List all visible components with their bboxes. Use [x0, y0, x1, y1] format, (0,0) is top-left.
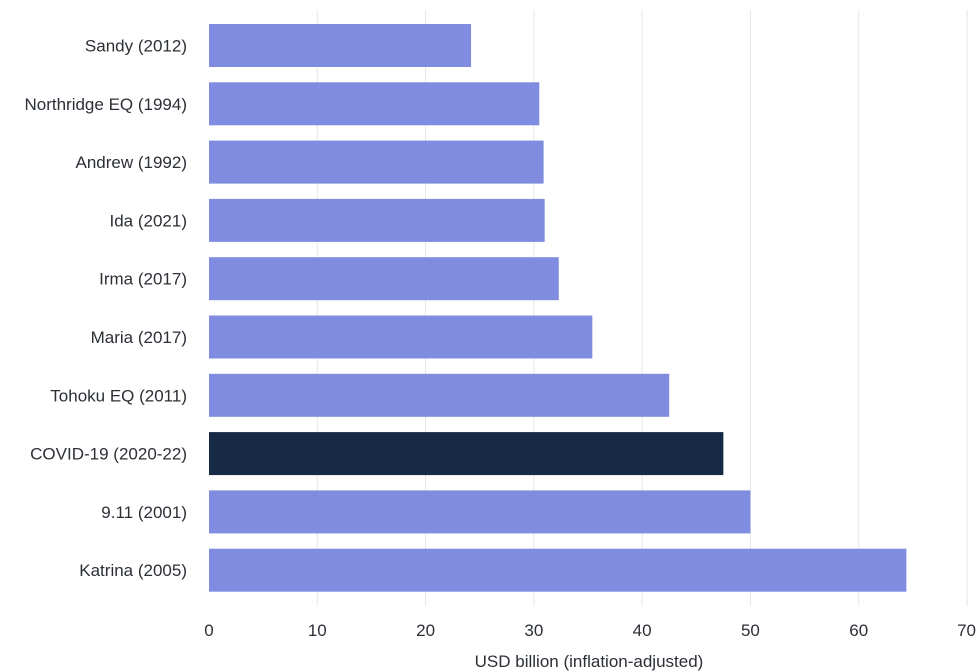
x-tick-label: 0: [204, 621, 213, 640]
category-label: Irma (2017): [99, 270, 187, 289]
category-label: Maria (2017): [91, 328, 187, 347]
bar: [209, 432, 724, 476]
category-label: Ida (2021): [110, 211, 188, 230]
x-axis-label: USD billion (inflation-adjusted): [475, 652, 704, 671]
x-tick-label: 60: [849, 621, 868, 640]
category-label: Andrew (1992): [75, 153, 187, 172]
x-tick-label: 40: [633, 621, 652, 640]
x-tick-label: 50: [741, 621, 760, 640]
category-label: Sandy (2012): [85, 37, 187, 56]
bar: [209, 257, 559, 301]
bar: [209, 490, 751, 534]
category-labels: Sandy (2012) Northridge EQ (1994) Andrew (…: [24, 37, 187, 581]
x-tick-label: 20: [416, 621, 435, 640]
x-tick-label: 70: [957, 621, 976, 640]
bars: [209, 24, 907, 592]
x-tick-label: 10: [308, 621, 327, 640]
bar: [209, 315, 593, 359]
category-label: COVID-19 (2020-22): [30, 445, 187, 464]
x-tick-label: 30: [524, 621, 543, 640]
category-label: Northridge EQ (1994): [24, 95, 187, 114]
bar: [209, 24, 472, 67]
category-label: 9.11 (2001): [101, 503, 187, 522]
bar: [209, 373, 670, 417]
bar: [209, 82, 540, 126]
bar: [209, 140, 544, 184]
bar: [209, 198, 545, 242]
category-label: Tohoku EQ (2011): [50, 386, 187, 405]
category-label: Katrina (2005): [79, 561, 187, 580]
x-axis-ticks: 0 10 20 30 40 50 60 70: [204, 621, 976, 640]
bar: [209, 548, 907, 592]
